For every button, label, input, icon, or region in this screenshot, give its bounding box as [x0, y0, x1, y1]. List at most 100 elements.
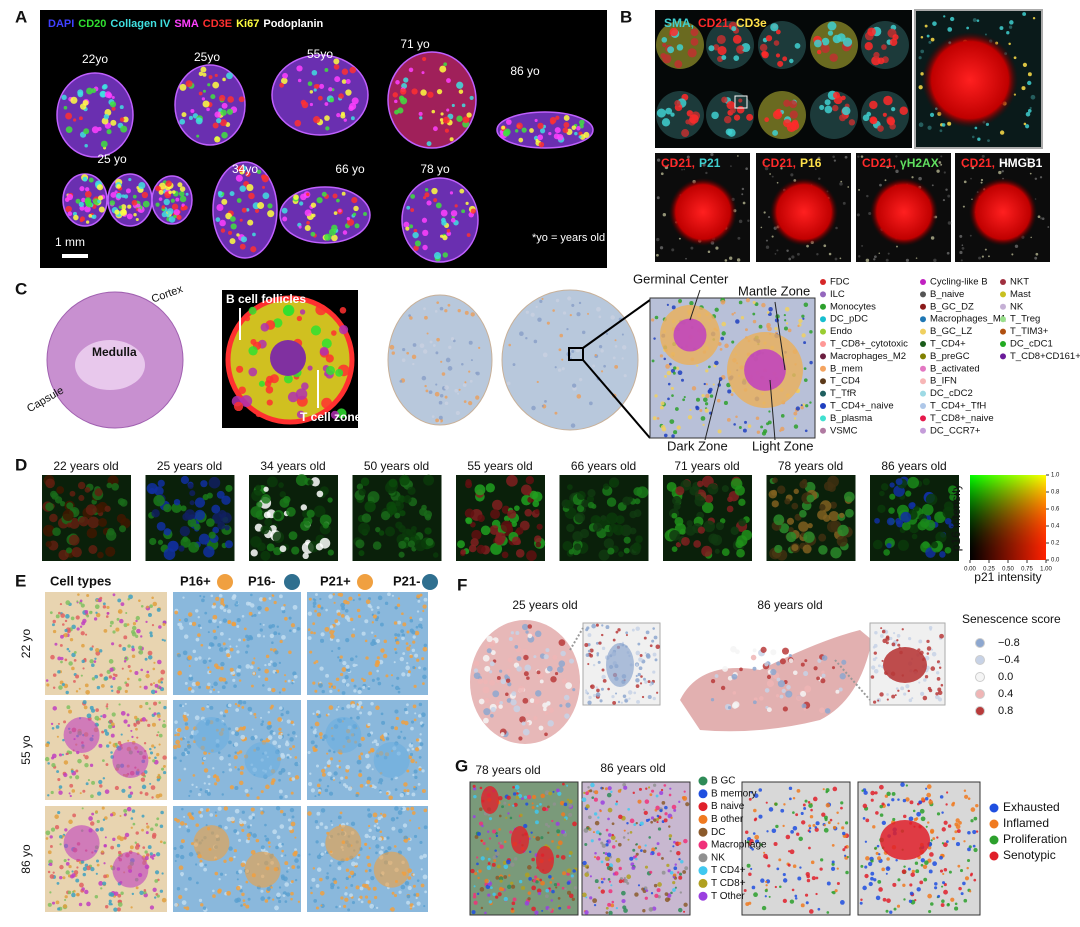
cell: [280, 754, 285, 759]
cell: [63, 720, 66, 723]
legend-entry: 0.0: [998, 671, 1013, 683]
cell: [395, 80, 400, 85]
cell: [791, 255, 794, 258]
cell: [234, 755, 238, 759]
cell: [245, 651, 248, 654]
cell: [85, 191, 92, 198]
cell: [277, 717, 282, 722]
cell: [959, 235, 962, 238]
cell: [585, 689, 587, 691]
cell: [189, 790, 192, 793]
cell: [382, 738, 385, 741]
cell: [378, 817, 381, 820]
stain-label: HMGB1: [999, 156, 1043, 170]
cell: [261, 845, 265, 849]
cell: [406, 792, 409, 795]
cell: [669, 419, 674, 424]
cell: [448, 346, 451, 349]
cell: [279, 83, 284, 88]
cell: [1030, 237, 1032, 239]
cell: [567, 799, 569, 801]
cell: [475, 395, 479, 399]
cell: [461, 209, 465, 213]
cell: [672, 305, 676, 309]
cell: [274, 601, 277, 604]
cell: [242, 615, 245, 618]
cell: [85, 187, 89, 191]
footnote: *yo = years old: [532, 232, 605, 244]
cell: [728, 706, 731, 709]
cell: [446, 358, 451, 363]
cell: [1030, 107, 1032, 109]
cell: [675, 407, 679, 411]
cell: [419, 508, 427, 516]
cell: [127, 623, 130, 626]
cell: [406, 901, 410, 905]
cell: [233, 684, 237, 688]
cell: [121, 734, 123, 736]
cell: [435, 392, 440, 397]
cell: [267, 543, 275, 551]
cell: [562, 367, 565, 370]
cell: [746, 114, 753, 121]
cell: [932, 21, 937, 26]
cell: [323, 522, 329, 528]
cell: [270, 374, 279, 383]
cell: [127, 740, 129, 742]
cell: [685, 258, 687, 260]
cell: [222, 103, 228, 109]
image: [767, 475, 856, 561]
cell: [242, 208, 247, 213]
cell: [433, 552, 438, 557]
column-header: P21-: [393, 573, 420, 588]
cell: [419, 703, 422, 706]
cell: [174, 209, 180, 215]
cell: [504, 897, 508, 901]
core: [810, 21, 858, 69]
cell: [397, 633, 400, 636]
cell: [739, 426, 742, 429]
cell: [727, 496, 733, 502]
cell: [227, 96, 234, 103]
cell: [263, 487, 268, 492]
cell: [50, 611, 53, 614]
cell: [705, 394, 709, 398]
cell: [315, 840, 318, 843]
cell: [63, 510, 74, 521]
cell: [537, 123, 543, 129]
cell: [839, 513, 844, 518]
cell: [602, 668, 605, 671]
legend-entry: Endo: [830, 326, 852, 337]
cell: [139, 891, 143, 895]
cell: [424, 316, 428, 320]
cell: [168, 190, 172, 194]
cell: [120, 892, 123, 895]
cell: [201, 707, 205, 711]
cell: [320, 639, 324, 643]
cell: [237, 768, 240, 771]
cell: [181, 505, 187, 511]
cell: [327, 785, 329, 787]
cell: [222, 793, 224, 795]
cell: [398, 691, 401, 694]
cell: [50, 845, 53, 848]
cell: [396, 817, 399, 820]
cell: [547, 806, 550, 809]
cell: [88, 517, 100, 529]
cell: [321, 808, 325, 812]
cell: [347, 217, 350, 220]
cell: [193, 774, 196, 777]
cell: [183, 816, 185, 818]
cell: [599, 345, 602, 348]
cell: [943, 199, 945, 201]
cell: [785, 307, 790, 312]
cell: [410, 208, 414, 212]
cell: [489, 670, 492, 673]
cell: [391, 726, 394, 729]
cell: [367, 723, 370, 726]
cell: [243, 701, 246, 704]
cell: [262, 597, 266, 601]
cell: [640, 682, 642, 684]
cell: [426, 389, 429, 392]
